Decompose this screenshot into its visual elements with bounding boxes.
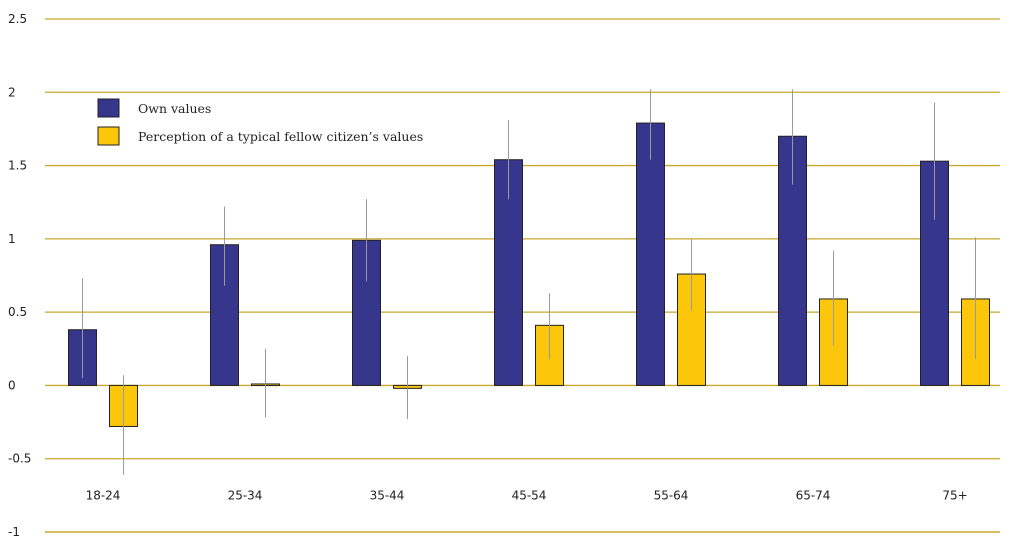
- y-tick-label: 0.5: [8, 305, 27, 319]
- legend: Own values Perception of a typical fello…: [97, 98, 423, 146]
- error-bars: [82, 89, 976, 475]
- y-tick-label: -0.5: [8, 452, 31, 466]
- x-tick-label: 65-74: [796, 488, 831, 502]
- bar-own-values: [636, 122, 665, 386]
- y-tick-label: 1: [8, 232, 16, 246]
- legend-swatch-perception: [97, 126, 120, 146]
- y-tick-label: 2.5: [8, 12, 27, 26]
- bar-perception: [677, 273, 706, 386]
- x-tick-label: 55-64: [654, 488, 689, 502]
- x-tick-label: 25-34: [228, 488, 263, 502]
- legend-label-own-values: Own values: [138, 101, 211, 116]
- y-tick-label: 2: [8, 85, 16, 99]
- y-tick-label: -1: [8, 525, 20, 537]
- bars: [68, 122, 990, 427]
- legend-swatch-own-values: [97, 98, 120, 118]
- y-tick-label: 0: [8, 378, 16, 392]
- legend-label-perception: Perception of a typical fellow citizen’s…: [138, 129, 423, 144]
- x-tick-label: 75+: [942, 488, 967, 502]
- x-tick-label: 35-44: [370, 488, 405, 502]
- y-axis-tick-labels: 2.5 2 1.5 1 0.5 0 -0.5 -1: [8, 12, 31, 537]
- y-tick-label: 1.5: [8, 159, 27, 173]
- x-tick-label: 45-54: [512, 488, 547, 502]
- x-axis-tick-labels: 18-24 25-34 35-44 45-54 55-64 65-74 75+: [86, 488, 968, 502]
- x-tick-label: 18-24: [86, 488, 121, 502]
